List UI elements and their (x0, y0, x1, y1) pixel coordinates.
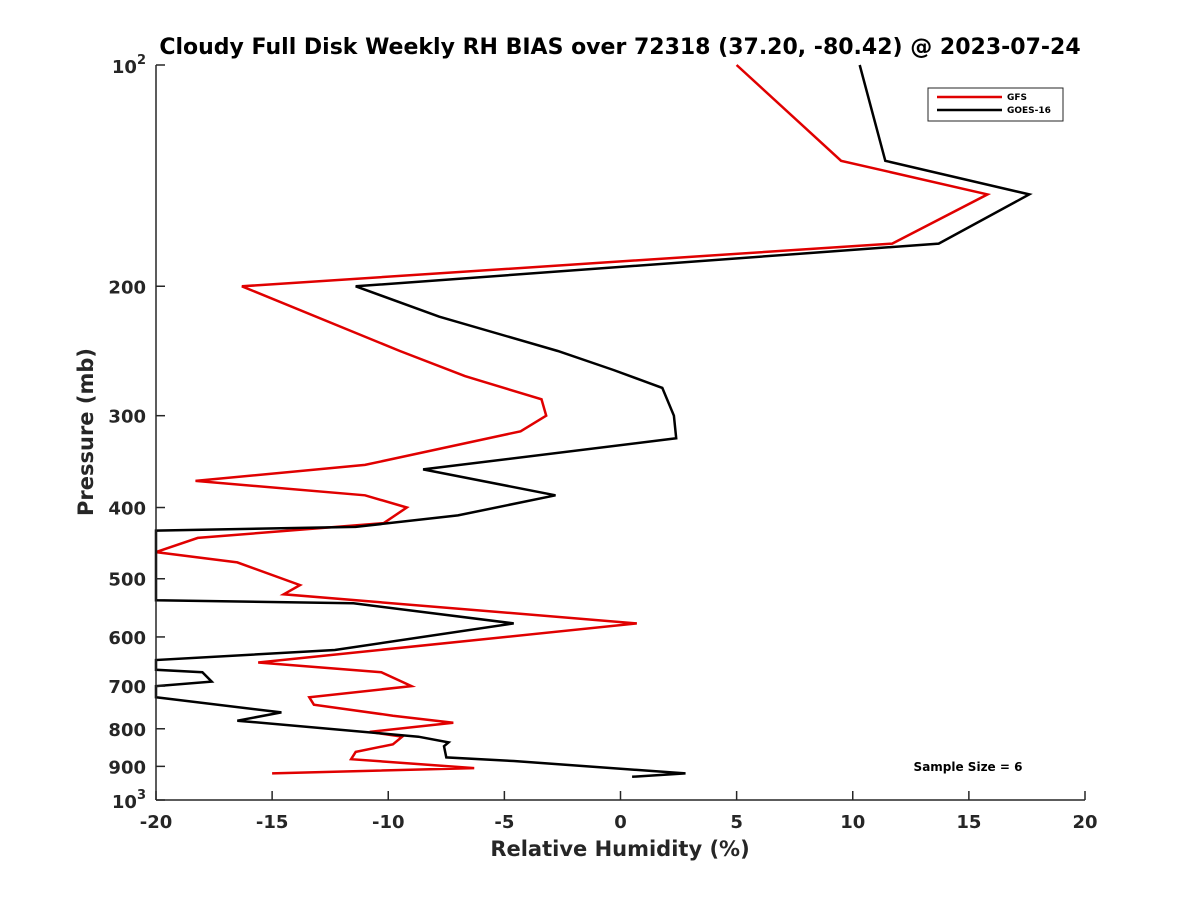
x-tick-label: 15 (956, 812, 981, 833)
x-tick-label: -20 (140, 812, 173, 833)
series-layer (154, 64, 1033, 779)
y-tick-label: 600 (108, 628, 146, 649)
plot-area: -20 -15 -10 -5 0 5 10 15 20 200 300 400 500 600 700 80… (108, 53, 1097, 833)
x-tick-label: -5 (494, 812, 514, 833)
legend-box (927, 87, 1064, 122)
x-tick-label: -10 (372, 812, 405, 833)
y-tick-label: 400 (108, 499, 146, 520)
series-line-goes-16 (154, 64, 1033, 779)
exponent: 3 (137, 788, 146, 803)
exponent: 2 (137, 53, 146, 68)
sample-size-annotation: Sample Size = 6 (914, 760, 1023, 774)
series-line-gfs (155, 64, 992, 775)
x-tick-label: 0 (614, 812, 627, 833)
y-tick-label: 700 (108, 677, 146, 698)
x-tick-label: -15 (256, 812, 289, 833)
x-tick-label: 20 (1072, 812, 1097, 833)
legend-label-gfs: GFS (1007, 93, 1027, 103)
x-axis-label: Relative Humidity (%) (490, 837, 749, 861)
y-tick-label: 800 (108, 720, 146, 741)
y-tick-label: 200 (108, 277, 146, 298)
y-tick-label-power: 103 (112, 788, 146, 813)
legend: GFS GOES-16 (927, 87, 1064, 122)
y-tick-label-power: 102 (112, 53, 146, 78)
legend-label-goes-16: GOES-16 (1007, 106, 1051, 116)
x-tick-label: 10 (840, 812, 865, 833)
y-tick-label: 300 (108, 407, 146, 428)
y-axis-label: Pressure (mb) (74, 348, 98, 516)
x-tick-label: 5 (730, 812, 743, 833)
y-ticks: 200 300 400 500 600 700 800 900 102 103 (108, 53, 165, 813)
chart-title: Cloudy Full Disk Weekly RH BIAS over 723… (159, 35, 1080, 60)
y-tick-label: 500 (108, 570, 146, 591)
y-tick-label: 900 (108, 757, 146, 778)
x-ticks: -20 -15 -10 -5 0 5 10 15 20 (140, 791, 1098, 833)
